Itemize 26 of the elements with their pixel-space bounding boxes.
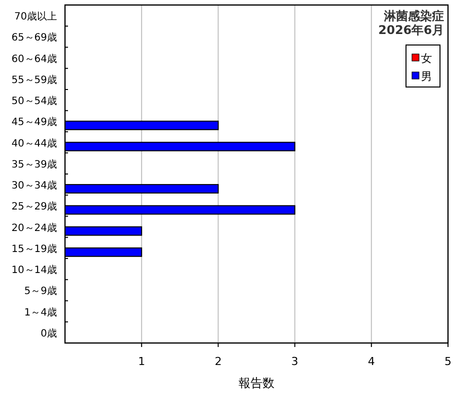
y-tick-label: 60～64歳	[12, 52, 57, 65]
y-tick-label: 70歳以上	[14, 10, 57, 23]
text: 2026年6月	[378, 23, 444, 37]
chart-title: 淋菌感染症	[383, 9, 444, 23]
x-tick-label: 1	[138, 355, 146, 368]
x-tick-label: 5	[444, 355, 452, 368]
x-tick-label: 4	[368, 355, 375, 368]
y-tick-label: 25～29歳	[12, 200, 57, 213]
y-tick-label: 65～69歳	[12, 32, 57, 44]
y-tick-label: 50～54歳	[12, 95, 57, 108]
y-tick-label: 15～19歳	[12, 242, 57, 255]
y-tick-label: 30～34歳	[12, 180, 57, 192]
y-tick-label: 1～4歳	[24, 306, 57, 318]
x-tick-label: 2	[214, 355, 222, 368]
legend-label: 男	[421, 70, 432, 83]
y-tick-label: 0歳	[40, 327, 57, 340]
y-tick-label: 55～59歳	[12, 74, 57, 86]
y-tick-label: 40～44歳	[12, 137, 57, 150]
y-tick-label: 10～14歳	[12, 264, 57, 276]
y-tick-label: 35～39歳	[12, 158, 57, 170]
x-axis-title: 報告数	[238, 376, 274, 390]
y-tick-label: 45～49歳	[12, 116, 57, 128]
y-tick-label: 20～24歳	[12, 222, 57, 234]
y-tick-label: 5～9歳	[24, 285, 57, 298]
x-tick-label: 3	[291, 355, 298, 368]
legend-label: 女	[421, 52, 432, 65]
